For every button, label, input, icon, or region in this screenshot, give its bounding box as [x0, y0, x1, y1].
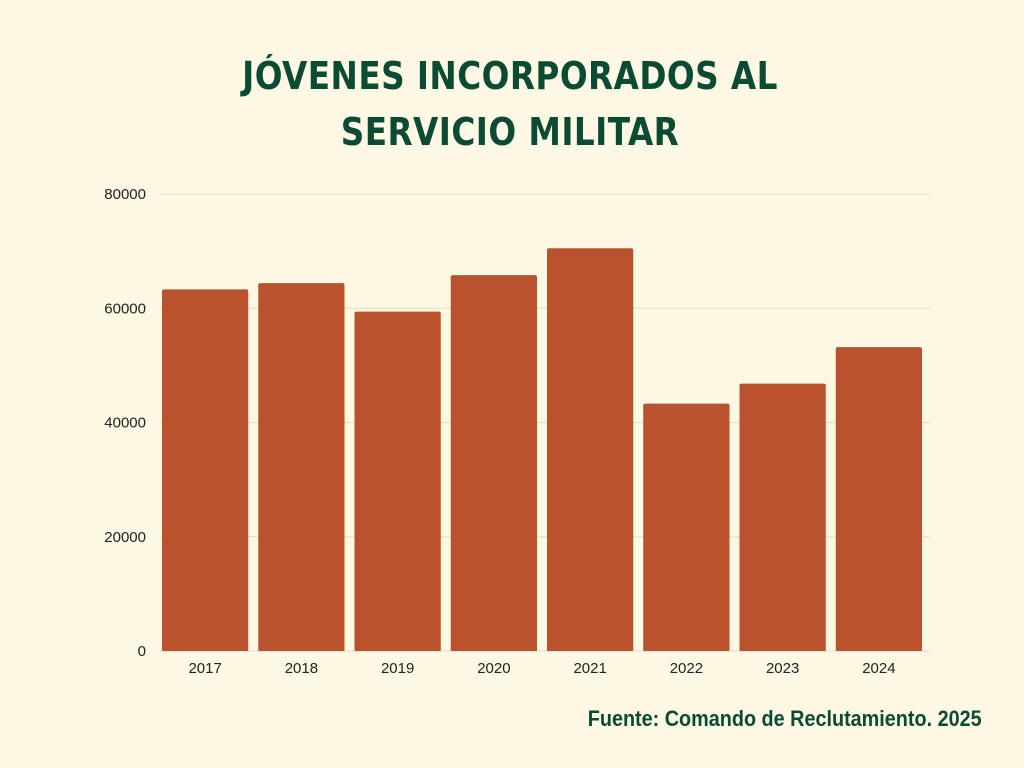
x-tick-label-2024: 2024 [862, 660, 895, 677]
bar-2024 [835, 347, 922, 651]
chart-title: JÓVENES INCORPORADOS AL SERVICIO MILITAR [242, 54, 778, 154]
y-axis-tick-labels: 0 20000 40000 60000 80000 [104, 186, 146, 660]
x-tick-label-2021: 2021 [573, 660, 606, 677]
x-tick-label-2019: 2019 [381, 660, 414, 677]
y-tick-label: 40000 [104, 415, 146, 432]
bar-2017 [162, 289, 249, 651]
bar-2023 [739, 383, 826, 651]
y-tick-label: 80000 [104, 186, 146, 203]
y-tick-label: 20000 [104, 529, 146, 546]
bar-2022 [643, 403, 730, 651]
bar-2020 [450, 275, 537, 651]
bar-2018 [258, 283, 345, 651]
x-tick-label-2020: 2020 [477, 660, 510, 677]
x-tick-label-2023: 2023 [766, 660, 799, 677]
bar-2019 [354, 311, 441, 651]
bar-2021 [547, 248, 634, 652]
x-tick-label-2022: 2022 [670, 660, 703, 677]
source-note: Fuente: Comando de Reclutamiento. 2025 [588, 706, 982, 731]
y-tick-label: 0 [138, 643, 146, 660]
x-tick-label-2017: 2017 [188, 660, 221, 677]
bars [162, 248, 922, 652]
x-axis-tick-labels: 2017 2018 2019 2020 2021 2022 2023 2024 [188, 660, 895, 677]
y-tick-label: 60000 [104, 300, 146, 317]
x-tick-label-2018: 2018 [285, 660, 318, 677]
